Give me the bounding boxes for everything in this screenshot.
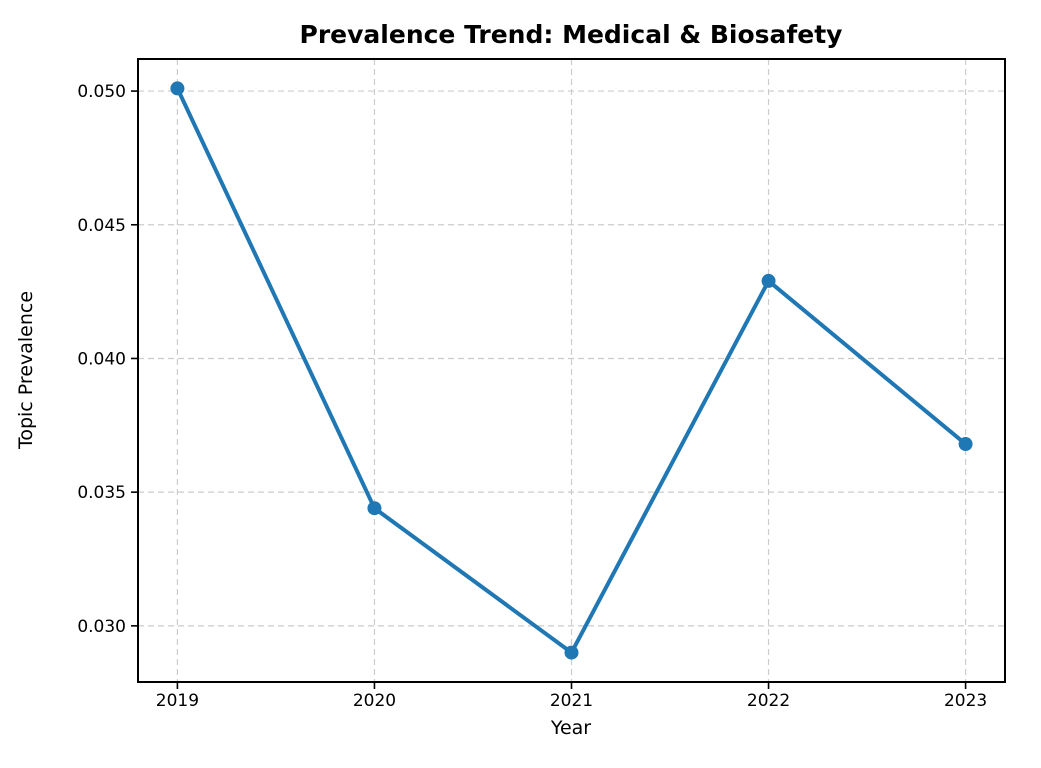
data-series — [170, 81, 973, 660]
x-tick-label: 2020 — [353, 691, 396, 711]
y-tick-label: 0.050 — [77, 82, 126, 102]
x-axis-label: Year — [550, 717, 591, 739]
data-point — [564, 645, 579, 660]
data-point — [761, 273, 776, 288]
y-axis-label: Topic Prevalence — [15, 291, 37, 450]
axis-ticks — [131, 90, 967, 689]
axis-tick-labels: 0.030 0.035 0.040 0.045 0.050 2019 2020 2021 202… — [77, 82, 987, 711]
y-tick-label: 0.035 — [77, 483, 126, 503]
data-point — [367, 501, 382, 516]
x-tick-label: 2023 — [944, 691, 987, 711]
x-tick-label: 2022 — [747, 691, 790, 711]
y-tick-label: 0.045 — [77, 216, 126, 236]
chart-title: Prevalence Trend: Medical & Biosafety — [300, 20, 843, 49]
x-tick-label: 2019 — [156, 691, 199, 711]
grid-lines — [138, 59, 1005, 682]
y-tick-label: 0.040 — [77, 349, 126, 369]
y-tick-label: 0.030 — [77, 617, 126, 637]
data-point — [958, 437, 973, 452]
x-tick-label: 2021 — [550, 691, 593, 711]
data-point — [170, 81, 185, 96]
